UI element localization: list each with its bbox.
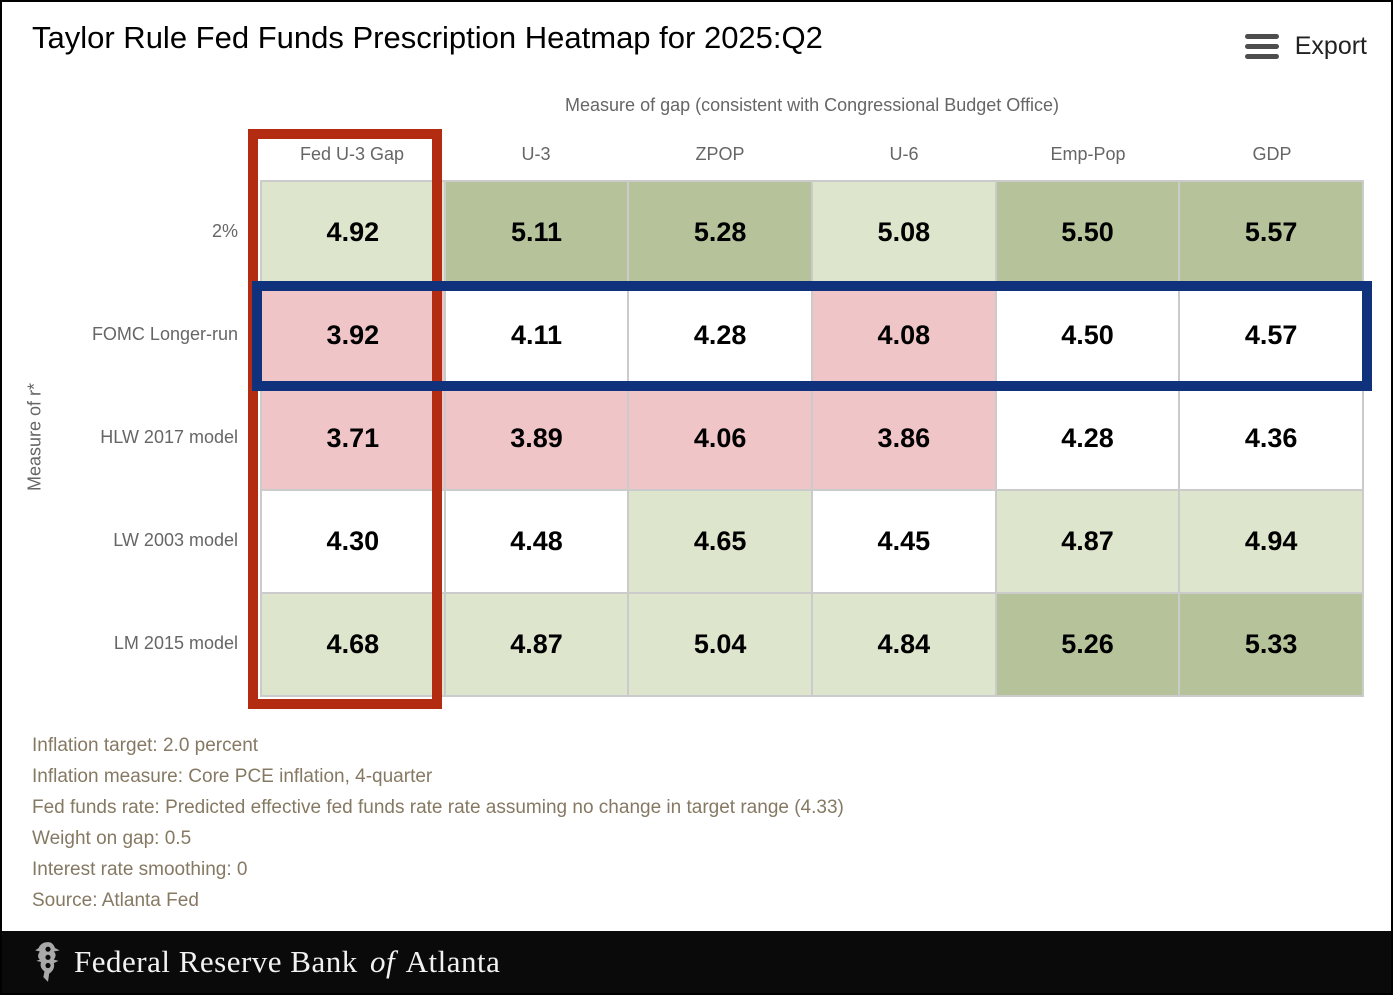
heatmap-cell: 5.33	[1180, 594, 1362, 695]
column-header: U-6	[812, 129, 996, 180]
heatmap-cell: 4.84	[813, 594, 995, 695]
heatmap-cell: 5.04	[629, 594, 811, 695]
heatmap-cell: 4.50	[996, 285, 1179, 386]
x-axis-title: Measure of gap (consistent with Congress…	[565, 95, 1059, 115]
heatmap-cell: 5.50	[996, 182, 1179, 283]
y-axis-title: Measure of r*	[24, 382, 45, 492]
footnote-line: Inflation target: 2.0 percent	[32, 735, 259, 756]
heatmap-cell: 5.26	[996, 594, 1179, 695]
row-label: 2%	[211, 221, 238, 241]
heatmap-cell: 4.36	[1180, 388, 1362, 489]
bank-name: Federal Reserve Bank of Atlanta	[74, 944, 500, 980]
heatmap-cell: 5.28	[629, 182, 811, 283]
heatmap-cell: 4.87	[445, 594, 628, 695]
heatmap-cell: 3.92	[262, 285, 444, 386]
heatmap-cell: 4.87	[996, 491, 1179, 592]
heatmap-cell: 3.71	[262, 388, 444, 489]
footnote-line: Weight on gap: 0.5	[32, 828, 192, 849]
row-label: LW 2003 model	[113, 530, 238, 550]
heatmap-cell: 4.68	[262, 594, 444, 695]
heatmap-cell: 4.94	[1180, 491, 1362, 592]
footer-bar: Federal Reserve Bank of Atlanta	[2, 931, 1391, 993]
heatmap-cell: 4.92	[262, 182, 444, 283]
footnote-line: Source: Atlanta Fed	[32, 890, 199, 911]
column-header: GDP	[1180, 129, 1364, 180]
chart-menu-icon[interactable]	[1244, 34, 1279, 59]
heatmap-cell: 4.65	[629, 491, 811, 592]
heatmap-cell: 3.89	[445, 388, 628, 489]
bank-name-prefix: Federal Reserve Bank	[74, 944, 358, 979]
heatmap-cell: 5.11	[445, 182, 628, 283]
row-labels: 2% FOMC Longer-run HLW 2017 model LW 2003 m…	[2, 180, 238, 695]
heatmap-cell: 4.48	[445, 491, 628, 592]
column-headers: Fed U-3 Gap U-3 ZPOP U-6 Emp-Pop GDP	[260, 129, 1364, 180]
heatmap-cell: 4.08	[813, 285, 995, 386]
heatmap-cell: 4.28	[996, 388, 1179, 489]
row-label: FOMC Longer-run	[91, 324, 238, 344]
footnote-line: Interest rate smoothing: 0	[32, 859, 248, 880]
row-label: LM 2015 model	[113, 633, 238, 653]
heatmap-cell: 4.11	[445, 285, 628, 386]
footnote-line: Fed funds rate: Predicted effective fed …	[32, 797, 844, 818]
bank-name-suffix: Atlanta	[405, 944, 501, 979]
column-header: U-3	[444, 129, 628, 180]
heatmap-cell: 3.86	[813, 388, 995, 489]
footnote-line: Inflation measure: Core PCE inflation, 4…	[32, 766, 433, 787]
heatmap-cell: 5.08	[813, 182, 995, 283]
heatmap-grid: 4.92 5.11 5.28 5.08 5.50 5.57 3.92 4.11 4.28 4.08…	[260, 180, 1364, 697]
page-title: Taylor Rule Fed Funds Prescription Heatm…	[32, 20, 823, 55]
heatmap-cell: 4.30	[262, 491, 444, 592]
atlanta-fed-eagle-icon	[35, 942, 60, 982]
export-label: Export	[1294, 32, 1367, 60]
column-header: Fed U-3 Gap	[260, 129, 444, 180]
heatmap-cell: 4.28	[629, 285, 811, 386]
heatmap-cell: 5.57	[1180, 182, 1362, 283]
column-header: ZPOP	[628, 129, 812, 180]
footnotes: Inflation target: 2.0 percent Inflation m…	[32, 730, 844, 916]
heatmap-cell: 4.06	[629, 388, 811, 489]
heatmap-cell: 4.45	[813, 491, 995, 592]
bank-name-of: of	[369, 944, 396, 979]
export-button[interactable]: Export	[1244, 32, 1367, 61]
heatmap-cell: 4.57	[1180, 285, 1362, 386]
column-header: Emp-Pop	[996, 129, 1180, 180]
row-label: HLW 2017 model	[100, 427, 238, 447]
